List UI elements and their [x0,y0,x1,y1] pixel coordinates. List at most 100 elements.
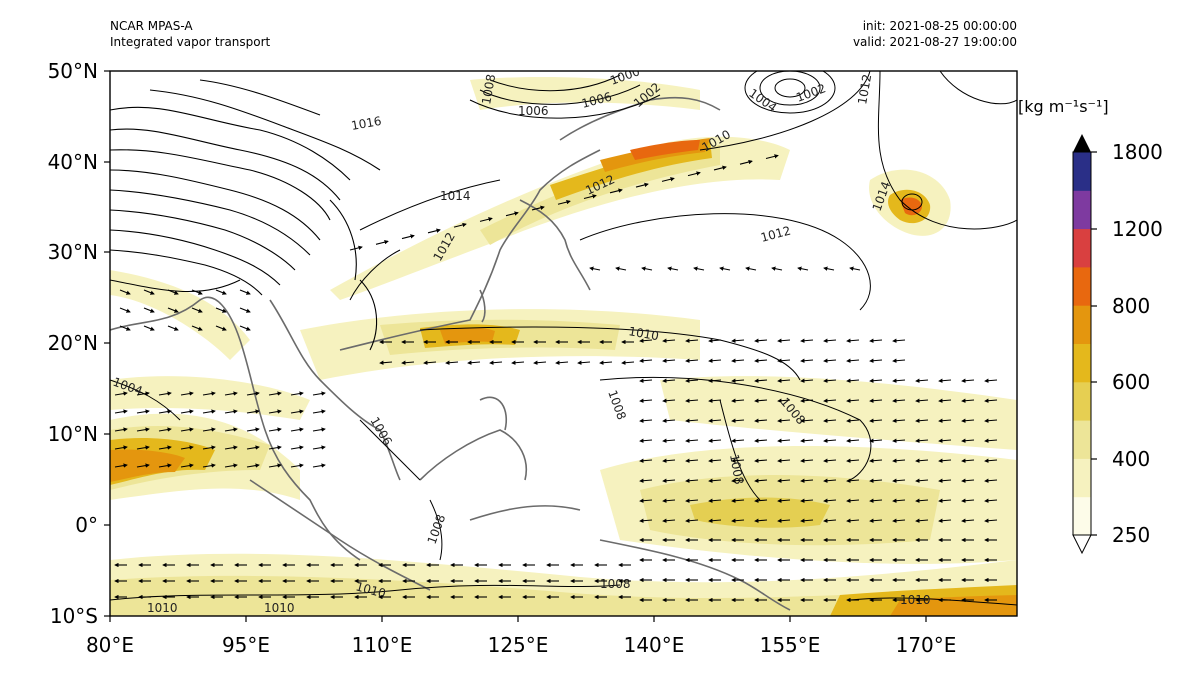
colorbar-segment [1073,458,1091,498]
ivt-arrow [167,289,179,295]
ivt-arrow [662,458,676,463]
ivt-arrow [892,458,906,463]
ivt-arrow [246,445,260,450]
ivt-arrow [621,360,635,365]
lat-label: 10°S [50,604,98,628]
ivt-arrow [290,391,304,396]
ivt-arrow [239,325,251,331]
isobar-label: 1006 [518,104,549,118]
ivt-arrow [777,418,791,423]
ivt-arrow [224,391,238,396]
colorbar-extend-max [1073,134,1091,152]
ivt-arrow [685,458,699,463]
ivt-arrow [731,478,745,483]
valid-time: valid: 2021-08-27 19:00:00 [852,35,1017,49]
colorbar-tick-label: 1200 [1112,217,1163,241]
ivt-arrow [511,360,525,365]
ivt-arrow [662,358,676,363]
lon-label: 80°E [86,633,134,657]
ivt-arrow [143,307,155,313]
lat-label: 30°N [48,240,98,264]
ivt-arrow [869,338,883,343]
ivt-arrow [938,378,952,383]
init-time: init: 2021-08-25 00:00:00 [862,19,1017,33]
ivt-arrow [246,463,260,468]
ivt-arrow [938,518,952,523]
ivt-arrow [961,518,975,523]
ivt-arrow [423,360,437,365]
ivt-arrow [869,398,883,403]
axis-ticks [104,70,927,622]
ivt-arrow [754,398,768,403]
ivt-arrow [167,325,179,331]
isobar-label: 1014 [440,189,471,203]
isobar-label: 1010 [264,601,295,615]
ivt-arrow [489,360,503,365]
ivt-arrow [661,177,675,182]
ivt-arrow [846,498,860,503]
ivt-arrow [505,211,519,217]
lat-label: 20°N [48,331,98,355]
plot-area: 1006 1006 1002 1000 1004 1002 1008 1010 … [110,71,1017,616]
ivt-arrow [136,427,150,432]
ivt-arrow [312,463,326,468]
ivt-arrow [892,398,906,403]
ivt-arrow [961,398,975,403]
ivt-arrow [641,266,653,271]
colorbar-tick-label: 600 [1112,370,1150,394]
ivt-arrow [938,438,952,443]
ivt-arrow [892,478,906,483]
isobar-label: 1008 [600,577,631,591]
ivt-arrow [202,427,216,432]
ivt-arrow [290,427,304,432]
ivt-arrow [777,338,791,343]
ivt-arrow [915,458,929,463]
ivt-arrow [984,398,998,403]
ivt-arrow [846,438,860,443]
ivt-arrow [191,325,203,331]
ivt-arrow [961,458,975,463]
colorbar-segment [1073,381,1091,421]
ivt-arrow [823,266,835,271]
ivt-arrow [685,498,699,503]
lon-label: 125°E [488,633,549,657]
ivt-arrow [215,325,227,331]
ivt-arrow [800,438,814,443]
ivt-arrow [823,338,837,343]
colorbar-segment [1073,190,1091,230]
ivt-arrow [119,289,131,295]
ivt-arrow [639,438,653,443]
ivt-arrow [869,438,883,443]
ivt-arrow [915,478,929,483]
isobar-label: 1008 [479,73,498,106]
ivt-arrow [823,378,837,383]
lon-label: 170°E [896,633,957,657]
ivt-arrow [846,378,860,383]
ivt-arrow [823,498,837,503]
ivt-arrow [114,427,128,432]
ivt-arrow [635,182,649,188]
ivt-arrow [685,398,699,403]
ivt-arrow [765,154,779,160]
ivt-arrow [467,360,481,365]
ivt-arrow [961,438,975,443]
ivt-arrow [158,463,172,468]
ivt-arrow [114,391,128,396]
ivt-arrow [731,398,745,403]
ivt-arrow [143,325,155,331]
ivt-arrow [708,358,722,363]
ivt-arrow [662,438,676,443]
ivt-arrow [731,438,745,443]
ivt-arrow [823,478,837,483]
ivt-arrow [823,458,837,463]
ivt-arrow [754,518,768,523]
ivt-arrow [846,518,860,523]
ivt-arrow [615,266,627,271]
ivt-arrow [685,418,699,423]
ivt-arrow [639,518,653,523]
ivt-arrow [599,360,613,365]
ivt-arrow [114,445,128,450]
ivt-arrow [180,445,194,450]
ivt-arrow [191,289,203,295]
colorbar-tick-label: 1800 [1112,140,1163,164]
